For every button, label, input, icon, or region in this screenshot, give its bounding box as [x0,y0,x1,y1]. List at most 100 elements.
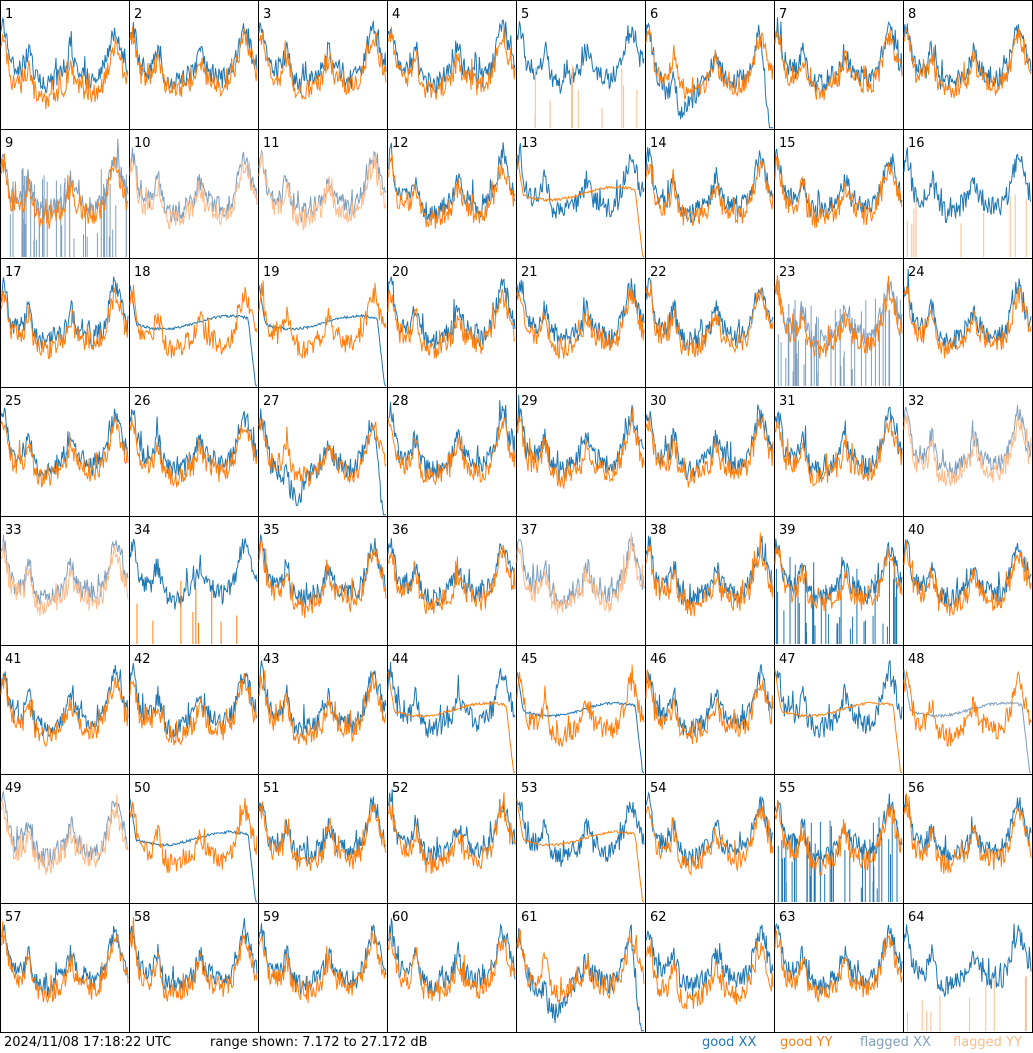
panel-number: 23 [779,265,796,280]
panel-45: 45 [516,645,646,775]
yy-trace [645,939,774,1010]
xx-trace [516,801,645,867]
panel-number: 27 [263,394,280,409]
yy-trace [258,929,387,1004]
panel-33: 33 [0,516,130,646]
yy-trace [129,158,258,230]
panel-number: 17 [5,265,22,280]
panel-32: 32 [903,387,1033,517]
panel-number: 29 [521,394,538,409]
yy-trace [129,284,258,359]
yy-trace [129,416,258,488]
xx-trace [903,793,1032,866]
panel-57: 57 [0,903,130,1033]
panel-number: 51 [263,781,280,796]
panel-frame [903,516,1033,646]
panel-frame [387,774,517,904]
yy-trace [774,156,903,228]
panel-27: 27 [258,387,388,517]
yy-trace [0,33,129,110]
panel-number: 18 [134,265,151,280]
yy-trace [903,414,1032,487]
yy-trace [0,415,129,488]
yy-trace [387,154,516,229]
yy-trace [387,792,516,874]
xx-spikes [777,816,898,902]
panel-49: 49 [0,774,130,904]
panel-38: 38 [645,516,775,646]
panel-number: 14 [650,136,667,151]
panel-number: 25 [5,394,22,409]
panel-number: 56 [908,781,925,796]
panel-number: 6 [650,7,658,22]
xx-spikes [775,556,898,644]
panel-12: 12 [387,129,517,259]
xx-trace [258,660,387,739]
yy-trace [903,670,1032,747]
panel-frame [0,645,130,775]
panel-30: 30 [645,387,775,517]
panel-number: 39 [779,523,796,538]
xx-spikes [777,298,901,386]
yy-trace [0,153,129,230]
panel-23: 23 [774,258,904,388]
yy-trace [258,30,387,100]
panel-number: 45 [521,652,538,667]
xx-trace [516,142,645,219]
panel-50: 50 [129,774,259,904]
panel-26: 26 [129,387,259,517]
legend-flagged-yy: flagged YY [953,1035,1022,1050]
panel-number: 42 [134,652,151,667]
panel-number: 40 [908,523,925,538]
panel-37: 37 [516,516,646,646]
panel-number: 38 [650,523,667,538]
yy-trace [0,286,129,360]
panel-3: 3 [258,0,388,130]
panel-number: 58 [134,910,151,925]
panel-35: 35 [258,516,388,646]
yy-trace [387,26,516,100]
panel-number: 7 [779,7,787,22]
yy-trace [258,418,387,488]
panel-number: 52 [392,781,409,796]
panel-number: 31 [779,394,796,409]
panel-number: 59 [263,910,280,925]
yy-trace [0,675,129,748]
xx-trace [129,798,257,903]
yy-trace [0,541,129,616]
panel-28: 28 [387,387,517,517]
yy-trace [774,274,903,359]
footer: 2024/11/08 17:18:22 UTC range shown: 7.1… [0,1033,1033,1053]
panel-number: 33 [5,523,22,538]
panel-15: 15 [774,129,904,259]
panel-17: 17 [0,258,130,388]
panel-5: 5 [516,0,646,130]
yy-trace [258,151,387,231]
panel-number: 13 [521,136,538,151]
panel-number: 34 [134,523,151,538]
panel-number: 22 [650,265,667,280]
panel-11: 11 [258,129,388,259]
panel-39: 39 [774,516,904,646]
yy-trace [129,797,258,874]
panel-number: 48 [908,652,925,667]
xx-spikes [9,167,127,257]
panel-46: 46 [645,645,775,775]
panel-number: 47 [779,652,796,667]
panel-61: 61 [516,903,646,1033]
panel-60: 60 [387,903,517,1033]
legend-flagged-xx: flagged XX [860,1035,931,1050]
panel-2: 2 [129,0,259,130]
range-label: range shown: 7.172 to 27.172 dB [210,1035,428,1050]
panel-frame [129,903,259,1033]
panel-58: 58 [129,903,259,1033]
xx-trace [645,664,774,738]
panel-25: 25 [0,387,130,517]
xx-trace [129,538,258,610]
yy-trace [903,541,1032,616]
panel-41: 41 [0,645,130,775]
panel-number: 57 [5,910,22,925]
panel-frame [645,774,775,904]
xx-trace [516,671,644,774]
panel-frame [645,0,775,130]
